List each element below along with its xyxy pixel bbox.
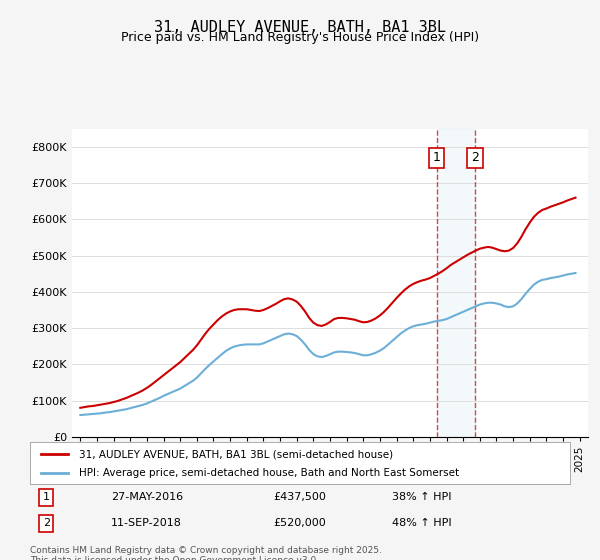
Text: £520,000: £520,000 [273, 519, 326, 529]
Bar [437, 129, 475, 437]
Text: Contains HM Land Registry data © Crown copyright and database right 2025.
This d: Contains HM Land Registry data © Crown c… [30, 546, 382, 560]
Text: 48% ↑ HPI: 48% ↑ HPI [392, 519, 451, 529]
Text: 1: 1 [433, 151, 440, 164]
Text: 2: 2 [43, 519, 50, 529]
Text: 1: 1 [43, 492, 50, 502]
Text: 27-MAY-2016: 27-MAY-2016 [111, 492, 183, 502]
Text: 2: 2 [471, 151, 479, 164]
Text: 38% ↑ HPI: 38% ↑ HPI [392, 492, 451, 502]
Text: Price paid vs. HM Land Registry's House Price Index (HPI): Price paid vs. HM Land Registry's House … [121, 31, 479, 44]
Text: HPI: Average price, semi-detached house, Bath and North East Somerset: HPI: Average price, semi-detached house,… [79, 468, 459, 478]
Text: 31, AUDLEY AVENUE, BATH, BA1 3BL (semi-detached house): 31, AUDLEY AVENUE, BATH, BA1 3BL (semi-d… [79, 449, 393, 459]
Text: 11-SEP-2018: 11-SEP-2018 [111, 519, 182, 529]
Text: 31, AUDLEY AVENUE, BATH, BA1 3BL: 31, AUDLEY AVENUE, BATH, BA1 3BL [154, 20, 446, 35]
Text: £437,500: £437,500 [273, 492, 326, 502]
